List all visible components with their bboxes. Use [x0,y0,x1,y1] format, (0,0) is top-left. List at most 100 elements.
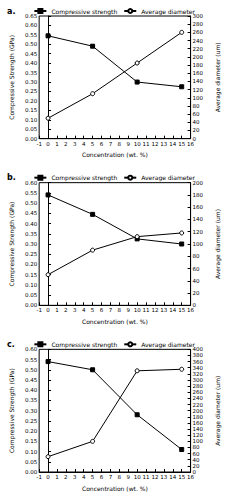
svg-text:9: 9 [126,141,130,147]
svg-text:8: 8 [118,307,122,313]
svg-text:20: 20 [193,127,200,133]
svg-text:200: 200 [193,54,204,60]
svg-text:0: 0 [46,474,50,480]
svg-text:60: 60 [193,111,200,117]
svg-text:5: 5 [91,141,95,147]
svg-text:0.10: 0.10 [25,282,38,288]
svg-text:120: 120 [193,229,204,235]
svg-text:0.35: 0.35 [25,70,38,76]
svg-text:0.20: 0.20 [25,261,38,267]
svg-text:10: 10 [134,307,141,313]
svg-text:-1: -1 [36,141,41,147]
svg-text:40: 40 [193,457,200,463]
svg-text:340: 340 [193,365,204,371]
svg-text:100: 100 [193,438,204,444]
svg-text:0.20: 0.20 [25,98,38,104]
svg-text:15: 15 [178,141,185,147]
svg-text:3: 3 [73,307,77,313]
svg-text:0.45: 0.45 [25,51,38,57]
svg-text:300: 300 [193,377,204,383]
svg-text:1: 1 [55,141,59,147]
svg-text:0: 0 [46,307,50,313]
svg-text:16: 16 [187,141,194,147]
svg-text:280: 280 [193,21,204,27]
svg-text:0.20: 0.20 [25,428,38,434]
svg-text:60: 60 [193,451,200,457]
svg-text:280: 280 [193,383,204,389]
svg-text:0.35: 0.35 [25,397,38,403]
svg-text:240: 240 [193,395,204,401]
svg-text:220: 220 [193,46,204,52]
svg-text:80: 80 [193,103,200,109]
svg-text:200: 200 [193,408,204,414]
svg-text:5: 5 [91,474,95,480]
svg-text:0.05: 0.05 [25,459,38,465]
svg-text:14: 14 [169,474,176,480]
svg-text:Compressive strength: Compressive strength [51,174,117,182]
svg-text:Average diameter (um): Average diameter (um) [214,209,222,279]
svg-text:a.: a. [7,7,15,16]
svg-text:Average diameter: Average diameter [141,8,195,16]
svg-text:0.45: 0.45 [25,210,38,216]
svg-text:0.15: 0.15 [25,107,38,113]
svg-text:80: 80 [193,253,200,259]
svg-text:100: 100 [193,241,204,247]
svg-text:180: 180 [193,62,204,68]
svg-text:3: 3 [73,474,77,480]
svg-text:160: 160 [193,204,204,210]
svg-text:Compressive Strength (GPa): Compressive Strength (GPa) [8,35,16,120]
svg-text:160: 160 [193,70,204,76]
svg-text:Average diameter: Average diameter [141,341,195,349]
svg-text:6: 6 [100,474,104,480]
svg-text:0.30: 0.30 [25,79,38,85]
svg-text:0.50: 0.50 [25,41,38,47]
svg-text:7: 7 [109,307,113,313]
svg-text:4: 4 [82,141,86,147]
svg-text:2: 2 [64,307,68,313]
svg-text:Average diameter (um): Average diameter (um) [214,376,222,446]
svg-text:0: 0 [46,141,50,147]
svg-text:1: 1 [55,474,59,480]
svg-text:15: 15 [178,474,185,480]
svg-text:0.55: 0.55 [25,357,38,363]
svg-text:0.15: 0.15 [25,272,38,278]
svg-text:4: 4 [82,307,86,313]
svg-text:Compressive Strength (GPa): Compressive Strength (GPa) [8,368,16,453]
svg-text:1: 1 [55,307,59,313]
svg-text:260: 260 [193,389,204,395]
svg-text:260: 260 [193,29,204,35]
svg-text:13: 13 [160,141,167,147]
svg-text:0.25: 0.25 [25,418,38,424]
svg-text:0.35: 0.35 [25,231,38,237]
svg-text:6: 6 [100,307,104,313]
svg-text:10: 10 [134,474,141,480]
svg-text:0.40: 0.40 [25,387,38,393]
svg-text:12: 12 [151,307,158,313]
svg-text:14: 14 [169,141,176,147]
svg-text:0.10: 0.10 [25,449,38,455]
svg-text:Average diameter (um): Average diameter (um) [214,42,222,112]
svg-text:11: 11 [143,141,150,147]
svg-text:11: 11 [143,307,150,313]
svg-text:0.10: 0.10 [25,117,38,123]
svg-text:13: 13 [160,474,167,480]
svg-text:10: 10 [134,141,141,147]
svg-text:180: 180 [193,192,204,198]
svg-text:Compressive Strength (GPa): Compressive Strength (GPa) [8,202,16,287]
svg-text:7: 7 [109,474,113,480]
svg-text:80: 80 [193,444,200,450]
svg-text:0.55: 0.55 [25,32,38,38]
svg-text:40: 40 [193,278,200,284]
svg-text:14: 14 [169,307,176,313]
svg-text:320: 320 [193,371,204,377]
svg-text:100: 100 [193,95,204,101]
svg-text:0.50: 0.50 [25,367,38,373]
svg-text:8: 8 [118,141,122,147]
svg-text:9: 9 [126,474,130,480]
svg-text:5: 5 [91,307,95,313]
svg-text:Concentration (wt. %): Concentration (wt. %) [82,151,148,158]
svg-text:0.65: 0.65 [25,13,38,19]
svg-text:0.50: 0.50 [25,200,38,206]
svg-text:0.15: 0.15 [25,438,38,444]
svg-text:Average diameter: Average diameter [141,174,195,182]
